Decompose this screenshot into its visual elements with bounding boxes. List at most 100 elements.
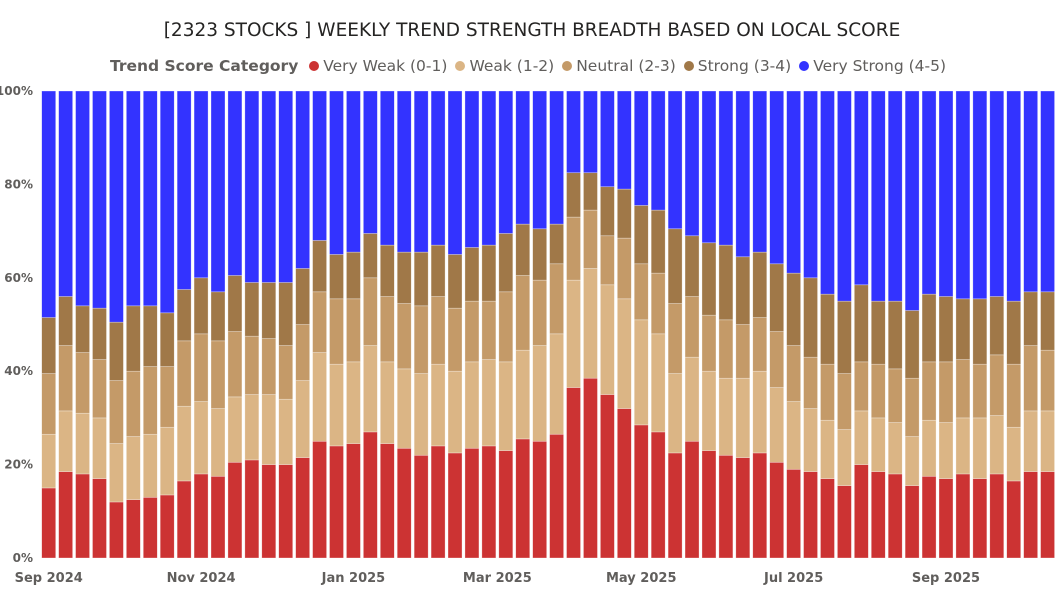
bar-segment-strong	[278, 282, 294, 346]
x-tick-label: May 2025	[606, 571, 677, 586]
bar-segment-neutral	[278, 345, 294, 400]
bar-segment-very-strong	[481, 90, 497, 246]
bar-segment-neutral	[566, 216, 581, 281]
bar-segment-strong	[75, 305, 90, 353]
bar-segment-weak	[363, 345, 378, 433]
bar-segment-strong	[752, 251, 768, 318]
bar-segment-very-weak	[1006, 480, 1022, 559]
bar-segment-neutral	[227, 331, 243, 398]
bar-segment-neutral	[1023, 345, 1038, 412]
bar-segment-very-weak	[549, 433, 564, 559]
y-tick-label: 40%	[4, 364, 33, 378]
bar-segment-neutral	[193, 333, 209, 402]
bar-segment-neutral	[261, 338, 277, 395]
bar-segment-very-weak	[126, 499, 141, 559]
bar-segment-neutral	[989, 354, 1005, 416]
bar-segment-very-weak	[379, 443, 395, 559]
bar-segment-very-strong	[583, 90, 598, 174]
bar-segment-neutral	[210, 340, 226, 409]
bar-segment-strong	[972, 298, 988, 365]
bar-segment-strong	[904, 310, 920, 379]
bar-segment-neutral	[481, 300, 497, 360]
bar-segment-neutral	[701, 314, 717, 372]
bar-segment-strong	[244, 282, 260, 337]
bar-segment-very-strong	[718, 90, 734, 246]
bar-segment-very-weak	[430, 445, 446, 559]
bar-segment-very-weak	[972, 478, 988, 559]
bar-segment-strong	[176, 289, 192, 342]
bar-segment-neutral	[786, 345, 801, 402]
bar-segment-strong	[633, 205, 649, 265]
bar-segment-strong	[413, 251, 429, 307]
legend-item[interactable]: Neutral (2-3)	[562, 57, 676, 75]
bar-segment-strong	[549, 223, 564, 265]
bar-segment-very-strong	[295, 90, 310, 269]
bar-segment-neutral	[803, 356, 818, 409]
bar-segment-weak	[938, 422, 954, 479]
bar-segment-strong	[464, 247, 480, 302]
bar-segment-very-strong	[244, 90, 260, 283]
bar-segment-very-strong	[1040, 90, 1055, 293]
legend-item[interactable]: Very Strong (4-5)	[799, 57, 946, 75]
bar-segment-weak	[126, 436, 141, 500]
bar-segment-neutral	[820, 363, 835, 421]
bar-segment-weak	[109, 443, 124, 503]
bar-segment-very-weak	[244, 459, 260, 559]
bar-segment-strong	[837, 300, 852, 374]
legend-marker-icon	[562, 61, 573, 71]
bar-segment-very-strong	[261, 90, 277, 283]
bar-segment-strong	[41, 317, 57, 374]
bar-segment-very-weak	[109, 501, 124, 559]
bar-segment-neutral	[752, 317, 768, 372]
bar-segment-neutral	[718, 319, 734, 379]
bar-segment-strong	[921, 293, 937, 363]
bar-segment-very-weak	[600, 394, 615, 559]
bar-segment-strong	[379, 244, 395, 297]
bar-segment-neutral	[109, 380, 124, 444]
bar-segment-weak	[295, 380, 310, 458]
y-tick-label: 0%	[13, 551, 33, 565]
bar-segment-strong	[447, 254, 463, 309]
bar-segment-strong	[583, 172, 598, 211]
bar-segment-weak	[837, 429, 852, 486]
x-tick-label: Sep 2025	[912, 571, 980, 586]
legend-item[interactable]: Strong (3-4)	[683, 57, 791, 75]
bar-segment-weak	[498, 361, 514, 451]
bar-segment-weak	[413, 373, 429, 456]
bar-segment-very-weak	[346, 443, 361, 559]
bar-segment-very-strong	[887, 90, 903, 302]
bar-segment-very-weak	[532, 440, 547, 559]
bar-segment-weak	[701, 370, 717, 451]
bar-segment-very-weak	[837, 485, 852, 559]
legend-item[interactable]: Very Weak (0-1)	[309, 57, 447, 75]
bar-segment-weak	[396, 368, 412, 449]
legend-label: Neutral (2-3)	[576, 57, 676, 75]
bar-segment-weak	[481, 359, 497, 447]
bar-segment-neutral	[126, 370, 141, 437]
bar-segment-very-strong	[41, 90, 57, 318]
bar-segment-very-strong	[413, 90, 429, 253]
bar-segment-weak	[600, 284, 615, 395]
bar-segment-very-strong	[498, 90, 514, 234]
legend-marker-icon	[309, 61, 320, 71]
bar-segment-weak	[312, 352, 327, 442]
bar-segment-weak	[75, 412, 90, 475]
legend-item[interactable]: Weak (1-2)	[455, 57, 554, 75]
bar-segment-neutral	[430, 296, 446, 365]
bar-segment-strong	[650, 209, 666, 274]
bar-segment-strong	[820, 293, 835, 365]
bar-segment-very-weak	[803, 471, 818, 559]
bar-segment-very-strong	[735, 90, 751, 258]
bar-segment-very-strong	[379, 90, 395, 246]
bar-segment-very-weak	[938, 478, 954, 559]
bar-segment-weak	[854, 410, 869, 465]
bar-segment-very-strong	[346, 90, 361, 253]
bar-segment-weak	[752, 370, 768, 454]
bar-segment-very-weak	[413, 454, 429, 559]
bar-segment-very-weak	[363, 431, 378, 559]
bar-segment-neutral	[413, 305, 429, 374]
bar-segment-very-weak	[904, 485, 920, 559]
bar-segment-weak	[1006, 426, 1022, 482]
bar-segment-neutral	[650, 272, 666, 335]
